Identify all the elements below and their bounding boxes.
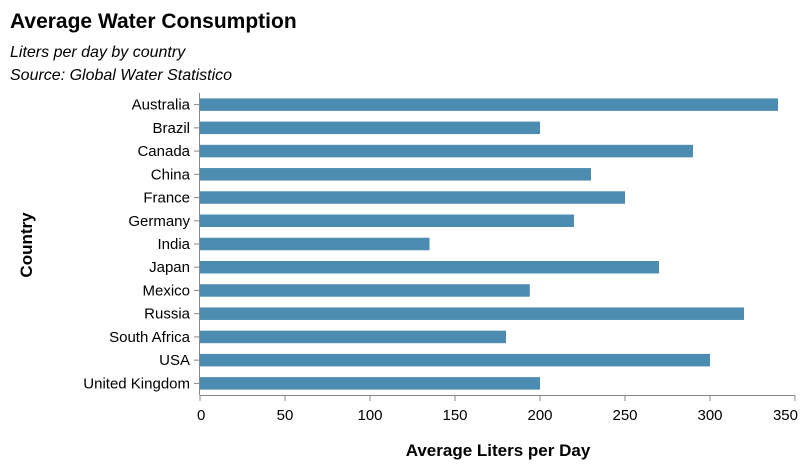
x-axis-title: Average Liters per Day [406, 441, 591, 460]
y-tick-label-japan: Japan [149, 259, 190, 276]
chart-subtitle-line-2: Source: Global Water Statistico [10, 67, 232, 84]
x-tick-label-0: 0 [197, 407, 205, 424]
y-tick-label-france: France [143, 190, 190, 207]
x-tick-label-250: 250 [612, 407, 637, 424]
y-tick-label-china: China [151, 166, 191, 183]
bar-france [200, 191, 625, 204]
bar-canada [200, 144, 693, 158]
x-tick-label-350: 350 [773, 407, 798, 424]
bar-china [200, 168, 591, 181]
y-tick-label-russia: Russia [144, 306, 191, 323]
y-axis-title: Country [17, 212, 36, 278]
bar-united-kingdom [200, 377, 540, 390]
bar-south-africa [200, 330, 506, 344]
bar-brazil [200, 121, 540, 135]
y-tick-label-australia: Australia [132, 97, 191, 114]
chart-title: Average Water Consumption [10, 10, 297, 33]
y-tick-label-brazil: Brazil [152, 120, 190, 137]
bars-group [200, 98, 778, 390]
bar-usa [200, 353, 710, 367]
bar-russia [200, 307, 744, 320]
x-axis: 0 50 100 150 200 250 300 350 [197, 395, 798, 424]
x-tick-label-50: 50 [277, 407, 294, 424]
x-tick-label-150: 150 [442, 407, 467, 424]
bar-australia [200, 98, 778, 111]
bar-germany [200, 214, 574, 228]
y-tick-label-germany: Germany [128, 213, 190, 230]
bar-japan [200, 260, 659, 274]
y-tick-label-india: India [157, 236, 190, 253]
x-tick-label-100: 100 [357, 407, 382, 424]
bar-india [200, 237, 430, 251]
y-tick-label-mexico: Mexico [142, 282, 190, 299]
chart-subtitle-line-1: Liters per day by country [10, 44, 186, 61]
y-tick-label-united-kingdom: United Kingdom [83, 375, 190, 392]
y-tick-label-usa: USA [159, 352, 190, 369]
bar-mexico [200, 284, 530, 297]
y-tick-label-south-africa: South Africa [109, 329, 191, 346]
y-tick-label-canada: Canada [137, 143, 190, 160]
x-tick-label-300: 300 [697, 407, 722, 424]
x-tick-label-200: 200 [527, 407, 552, 424]
y-axis: Australia Brazil Canada China France Germany I… [83, 93, 200, 395]
